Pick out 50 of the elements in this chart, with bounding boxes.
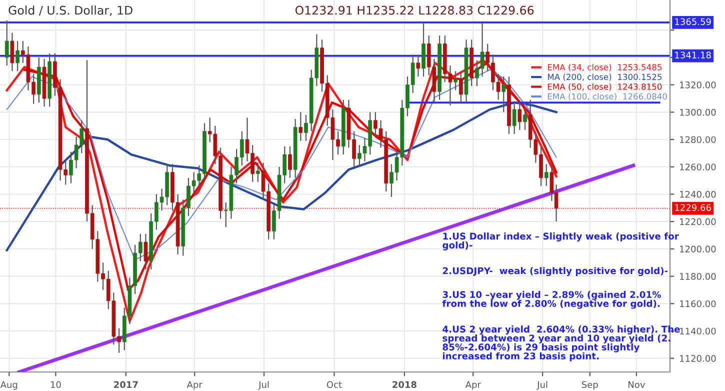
candlestick [544,164,548,187]
x-tick-label: Apr [186,381,202,390]
annotation: 3.US 10 –year yield – 2.89% (gained 2.01% from the low of 2.80% (negative for gold). [442,290,661,309]
y-tick-label: 1300.00 [680,108,716,116]
y-tick-label: 1280.00 [680,136,716,144]
y-tick-label: 1120.00 [680,355,716,362]
y-tick-label: 1240.00 [680,190,716,198]
y-tick-label: 1220.00 [680,218,716,226]
y-tick-label: 1320.00 [680,82,716,88]
x-tick-label: Oct [326,381,342,388]
y-tick-label: 1180.00 [680,272,716,280]
annotation: 4.US 2 year yield 2.604% (0.33% higher). The spread between 2 year and 10 year yield (2. 85%-2.604%) is 29 basis point slightly increased from 23 basis point. [442,326,680,362]
x-tick-label: Aug [0,381,18,390]
legend-label: EMA (50, close) 1243.8150 [548,83,662,91]
candlestick [416,54,420,78]
ref-line-label: 1341.18 [675,52,711,58]
candlestick [288,146,292,178]
y-tick-label: 1260.00 [680,164,716,170]
candlestick [502,76,506,113]
candlestick [16,40,20,72]
candlestick [512,100,516,135]
candlestick [256,162,260,182]
legend-label: EMA (100, close) 1266.0840 [548,93,667,101]
x-tick-label: Jul [258,381,269,390]
chart-title: Gold / U.S. Dollar, 1D [8,6,132,16]
candlestick [458,70,463,104]
x-tick-label: 2017 [114,381,138,388]
candlestick [298,112,303,142]
candlestick [4,20,9,66]
y-tick-label: 1200.00 [680,246,716,252]
x-tick-label: Sep [582,381,598,390]
x-tick-label: 2018 [392,381,416,388]
candlestick [518,100,522,130]
y-tick-label: 1160.00 [680,300,716,308]
x-tick-label: Jul [536,381,548,390]
legend-label: EMA (34, close) 1253.5485 [548,64,662,72]
annotation: 2.USDJPY- weak (slightly positive for gold)- [442,267,668,276]
candlestick [144,233,148,270]
candlestick [523,106,527,130]
chart-subtitle: O1232.91 H1235.22 L1228.83 C1229.66 [295,6,534,15]
x-tick-label: Nov [628,381,645,388]
annotation: 1.US Dollar index – Slightly weak (positive for gold)- [442,232,679,250]
ref-line-label: 1229.66 [675,204,711,211]
candlestick [454,70,458,91]
x-tick-label: 10 [50,381,61,388]
ref-line-label: 1365.59 [675,18,711,26]
x-tick-label: Apr [465,381,481,390]
legend-label: MA (200, close) 1300.1525 [548,74,662,82]
candlestick [10,32,14,72]
y-tick-label: 1140.00 [680,328,716,335]
